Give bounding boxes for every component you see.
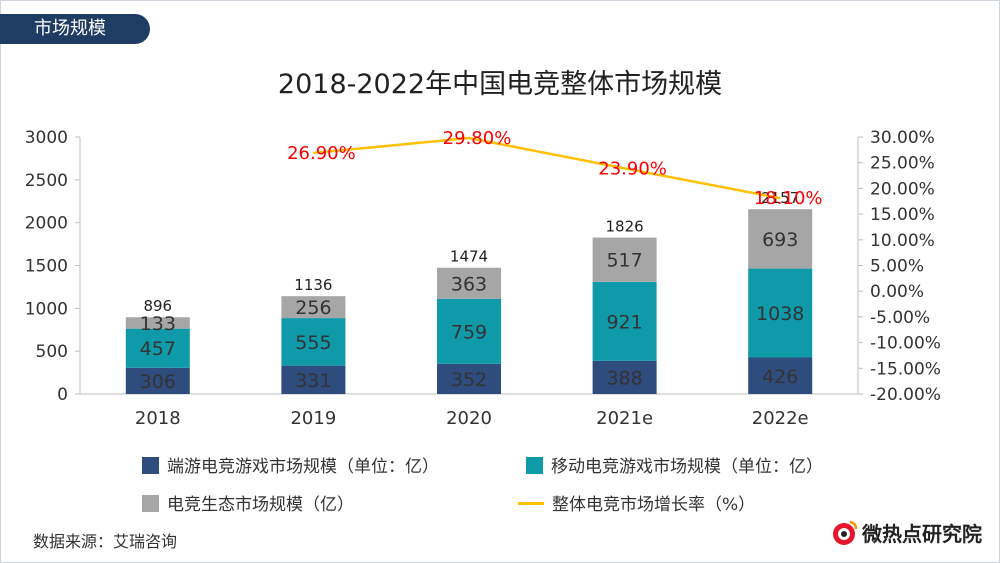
bar-value-label: 1038 (756, 303, 804, 325)
bar-value-label: 921 (606, 311, 642, 333)
bar-total-label: 1474 (450, 248, 488, 266)
growth-rate-label: 23.90% (598, 158, 667, 179)
y-left-tick-label: 2500 (25, 171, 68, 191)
bar-value-label: 133 (140, 313, 176, 335)
bar-value-label: 388 (606, 367, 642, 389)
bar-mobile-game (437, 298, 501, 364)
y-right-tick-label: 5.00% (870, 257, 924, 277)
y-left-tick-label: 1000 (25, 299, 68, 319)
legend-swatch-ecosystem (142, 495, 159, 512)
legend-label-ecosystem: 电竞生态市场规模（亿） (167, 495, 354, 515)
x-tick-label: 2020 (446, 408, 492, 429)
bar-value-label: 363 (451, 273, 487, 295)
bar-mobile-game (125, 328, 190, 368)
y-right-tick-label: 30.00% (870, 128, 935, 148)
growth-rate-label: 26.90% (287, 143, 356, 164)
bar-pc-game (437, 363, 501, 394)
bar-pc-game (748, 357, 813, 394)
legend-item-growth: 整体电竞市场增长率（%） (518, 490, 755, 515)
bar-mobile-game (748, 268, 813, 358)
section-tab: 市场规模 (0, 14, 150, 44)
y-left-tick-label: 3000 (25, 128, 68, 148)
bar-total-label: 1826 (606, 218, 644, 236)
source-note: 数据来源：艾瑞咨询 (33, 532, 178, 551)
x-tick-label: 2022e (752, 408, 809, 429)
bar-pc-game (125, 367, 190, 394)
bar-value-label: 256 (295, 297, 331, 319)
legend-swatch-pc (142, 457, 159, 474)
bar-ecosystem (281, 296, 346, 319)
bar-value-label: 693 (762, 229, 798, 251)
y-left-tick-label: 2000 (25, 214, 68, 234)
brand-name: 微热点研究院 (862, 522, 982, 546)
y-right-tick-label: 20.00% (870, 179, 935, 199)
bar-pc-game (281, 365, 346, 394)
y-right-tick-label: -5.00% (870, 308, 930, 328)
x-tick-label: 2021e (596, 408, 653, 429)
legend-label-pc: 端游电竞游戏市场规模（单位：亿） (167, 457, 439, 477)
y-right-tick-label: -10.00% (870, 334, 941, 354)
x-tick-label: 2019 (290, 408, 336, 429)
bar-ecosystem (125, 317, 190, 329)
legend-line-growth (518, 502, 544, 505)
bar-value-label: 306 (140, 371, 176, 393)
bar-value-label: 759 (451, 321, 487, 343)
bar-pc-game (592, 360, 657, 394)
legend-label-mobile: 移动电竞游戏市场规模（单位：亿） (551, 457, 823, 477)
growth-rate-label: 29.80% (443, 128, 512, 149)
y-left-tick-label: 0 (57, 385, 68, 405)
growth-rate-line (313, 136, 781, 200)
legend-item-mobile: 移动电竞游戏市场规模（单位：亿） (526, 452, 823, 477)
y-left-tick-label: 1500 (25, 257, 68, 277)
y-right-tick-label: 15.00% (870, 205, 935, 225)
y-right-tick-label: 10.00% (870, 231, 935, 251)
y-right-tick-label: 0.00% (870, 282, 924, 302)
legend-item-ecosystem: 电竞生态市场规模（亿） (142, 490, 354, 515)
bar-ecosystem (592, 237, 657, 282)
bar-value-label: 331 (295, 370, 331, 392)
bar-mobile-game (281, 318, 346, 366)
brand-logo: 微热点研究院 (830, 518, 982, 547)
bar-ecosystem (748, 209, 813, 269)
bar-total-label: 2157 (761, 189, 799, 207)
bar-value-label: 457 (140, 338, 176, 360)
legend-item-pc: 端游电竞游戏市场规模（单位：亿） (142, 452, 439, 477)
bar-value-label: 352 (451, 369, 487, 391)
x-tick-label: 2018 (135, 408, 181, 429)
bar-value-label: 517 (606, 250, 642, 272)
bar-mobile-game (592, 281, 657, 361)
bar-value-label: 426 (762, 366, 798, 388)
y-right-tick-label: -20.00% (870, 385, 941, 405)
y-right-tick-label: -15.00% (870, 359, 941, 379)
y-right-tick-label: 25.00% (870, 154, 935, 174)
bar-total-label: 1136 (294, 276, 332, 294)
chart-title: 2018-2022年中国电竞整体市场规模 (277, 69, 723, 100)
y-left-tick-label: 500 (36, 342, 68, 362)
bar-value-label: 555 (295, 332, 331, 354)
weibo-eye-icon (833, 520, 858, 545)
bar-total-label: 896 (143, 297, 172, 315)
bar-ecosystem (437, 267, 501, 299)
legend-swatch-mobile (526, 457, 543, 474)
growth-rate-label: 18.10% (754, 188, 823, 209)
legend-label-growth: 整体电竞市场增长率（%） (552, 495, 756, 515)
